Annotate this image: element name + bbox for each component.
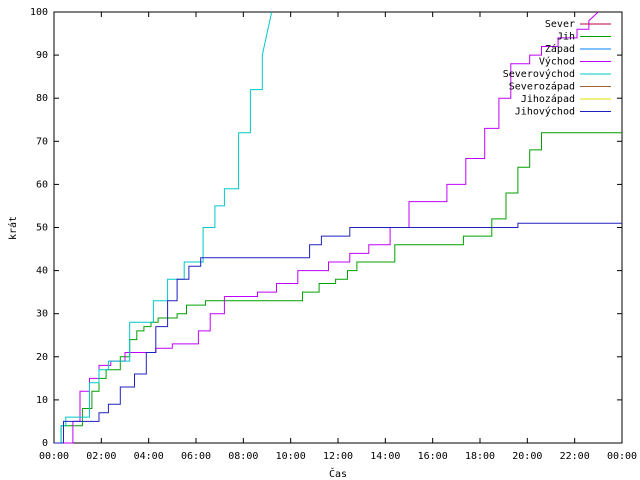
- x-axis-title: Čas: [329, 467, 347, 480]
- legend-label: Severovýchod: [503, 68, 575, 80]
- legend: Sever JihZápadVýchodSeverovýchodSeverozáp…: [503, 19, 611, 118]
- y-tick-label: 70: [36, 136, 48, 147]
- legend-label: Západ: [545, 43, 575, 55]
- legend-label: Jihozápad: [521, 93, 575, 105]
- x-tick-label: 18:00: [465, 451, 495, 462]
- legend-label: Jihovýchod: [515, 106, 575, 118]
- x-tick-label: 20:00: [512, 451, 542, 462]
- x-tick-label: 12:00: [323, 451, 353, 462]
- x-tick-label: 14:00: [370, 451, 400, 462]
- series-line-východ: [54, 11, 599, 444]
- axis-ticks: 0 10 20 30 40 50 60 70 80 90 100 00:00 02:00 04:00 06:…: [30, 7, 637, 462]
- x-tick-label: 16:00: [418, 451, 448, 462]
- legend-label: Východ: [539, 56, 575, 68]
- series-line-jih: [54, 132, 622, 444]
- y-tick-label: 0: [42, 438, 48, 449]
- y-tick-label: 60: [36, 179, 48, 190]
- x-tick-label: 04:00: [134, 451, 164, 462]
- series-line-severovýchod: [54, 11, 273, 444]
- y-tick-label: 30: [36, 309, 48, 320]
- y-tick-label: 80: [36, 93, 48, 104]
- y-tick-label: 40: [36, 266, 48, 277]
- legend-label: Jih: [557, 32, 575, 43]
- y-tick-label: 10: [36, 395, 48, 406]
- x-tick-label: 08:00: [228, 451, 258, 462]
- legend-label: Sever: [545, 19, 575, 30]
- x-tick-label: 00:00: [607, 451, 637, 462]
- series-lines: [54, 11, 622, 444]
- series-line-jihovýchod: [54, 222, 622, 444]
- y-axis-title: krát: [7, 216, 19, 240]
- y-tick-label: 20: [36, 352, 48, 363]
- x-tick-label: 00:00: [39, 451, 69, 462]
- y-tick-label: 100: [30, 7, 48, 18]
- y-tick-label: 50: [36, 223, 48, 234]
- x-tick-label: 02:00: [86, 451, 116, 462]
- x-tick-label: 06:00: [181, 451, 211, 462]
- x-tick-label: 22:00: [560, 451, 590, 462]
- legend-label: Severozápad: [509, 81, 575, 93]
- y-tick-label: 90: [36, 50, 48, 61]
- x-tick-label: 10:00: [276, 451, 306, 462]
